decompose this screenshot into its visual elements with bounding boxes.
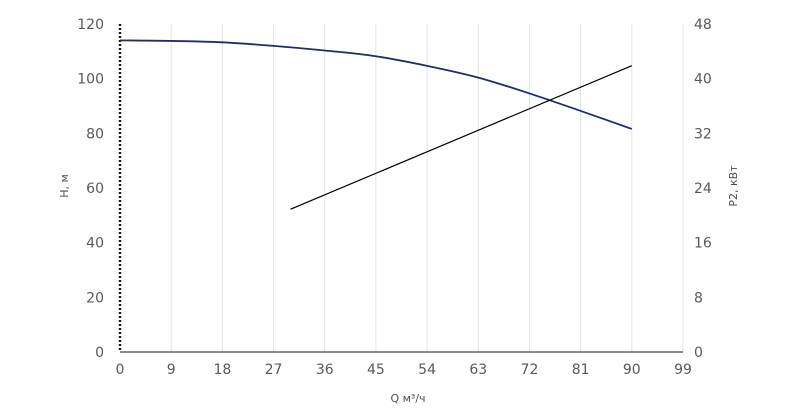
x-tick-label: 63 xyxy=(469,362,487,378)
y-tick-label: 60 xyxy=(86,181,104,197)
y-tick-label: 20 xyxy=(86,290,104,306)
y2-tick-label: 32 xyxy=(694,126,712,142)
x-tick-label: 45 xyxy=(367,362,385,378)
power-curve xyxy=(290,65,633,210)
y2-axis-title: P2, кВт xyxy=(727,165,740,207)
y2-tick-label: 48 xyxy=(694,17,712,33)
x-tick-label: 0 xyxy=(116,362,125,378)
y-axis-title: H, м xyxy=(58,174,71,198)
axes xyxy=(118,24,683,353)
y-tick-label: 120 xyxy=(77,17,104,33)
y2-tick-label: 0 xyxy=(694,345,703,361)
x-tick-label: 72 xyxy=(521,362,539,378)
y2-tick-label: 8 xyxy=(694,290,703,306)
x-tick-label: 18 xyxy=(213,362,231,378)
x-tick-label: 9 xyxy=(167,362,176,378)
x-tick-label: 27 xyxy=(265,362,283,378)
x-tick-label: 81 xyxy=(572,362,590,378)
grid-lines xyxy=(170,24,684,352)
y-tick-label: 0 xyxy=(95,345,104,361)
y-tick-label: 40 xyxy=(86,236,104,252)
y-tick-label: 80 xyxy=(86,126,104,142)
x-tick-label: 99 xyxy=(674,362,692,378)
y-tick-label: 100 xyxy=(77,72,104,88)
x-tick-label: 90 xyxy=(623,362,641,378)
y2-tick-label: 16 xyxy=(694,236,712,252)
tick-labels: 0 9 18 27 36 45 54 63 72 81 90 99020406080100120081… xyxy=(77,17,712,378)
head-curve xyxy=(119,39,633,130)
data-series xyxy=(119,39,633,210)
y2-tick-label: 40 xyxy=(694,72,712,88)
y2-tick-label: 24 xyxy=(694,181,712,197)
x-axis-title: Q м³/ч xyxy=(390,392,425,405)
x-tick-label: 36 xyxy=(316,362,334,378)
x-tick-label: 54 xyxy=(418,362,436,378)
